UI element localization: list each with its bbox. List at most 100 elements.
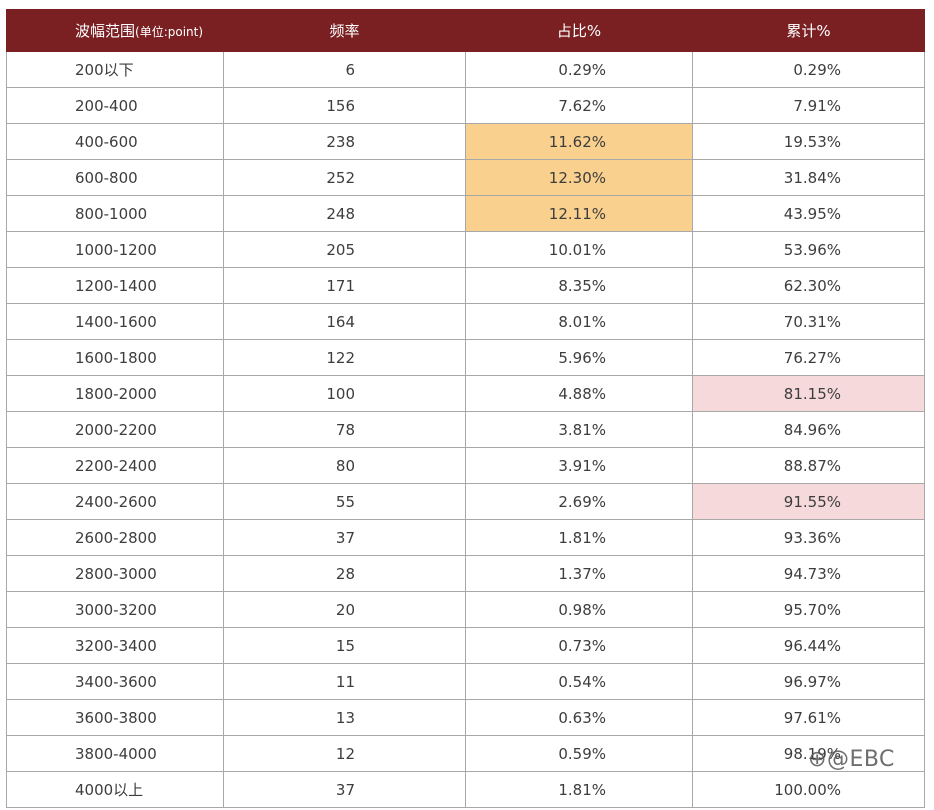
header-cumulative: 累计% [692, 9, 925, 52]
range-cell: 1600-1800 [6, 339, 224, 376]
share-cell: 4.88% [465, 375, 693, 412]
frequency-cell: 55 [223, 483, 466, 520]
frequency-cell: 15 [223, 627, 466, 664]
range-cell: 2000-2200 [6, 411, 224, 448]
cumulative-cell: 70.31% [692, 303, 925, 340]
frequency-cell: 205 [223, 231, 466, 268]
header-range-label: 波幅范围 [75, 22, 136, 40]
amplitude-distribution-table: 波幅范围(单位:point) 频率 占比% 累计% 200以下 6 0.29% 0.2… [6, 9, 925, 808]
share-cell: 3.81% [465, 411, 693, 448]
range-cell: 3600-3800 [6, 699, 224, 736]
range-cell: 200-400 [6, 87, 224, 124]
frequency-cell: 78 [223, 411, 466, 448]
range-cell: 400-600 [6, 123, 224, 160]
cumulative-cell: 0.29% [692, 51, 925, 88]
share-cell: 3.91% [465, 447, 693, 484]
header-range: 波幅范围(单位:point) [6, 9, 224, 52]
table-header-row: 波幅范围(单位:point) 频率 占比% 累计% [6, 9, 925, 52]
cumulative-cell: 96.97% [692, 663, 925, 700]
cumulative-cell: 100.00% [692, 771, 925, 808]
table-row: 1400-1600 164 8.01% 70.31% [6, 303, 925, 340]
table-row: 2200-2400 80 3.91% 88.87% [6, 447, 925, 484]
range-cell: 2200-2400 [6, 447, 224, 484]
share-cell: 1.81% [465, 519, 693, 556]
amplitude-distribution-table-container: 波幅范围(单位:point) 频率 占比% 累计% 200以下 6 0.29% 0.2… [6, 9, 925, 808]
frequency-cell: 238 [223, 123, 466, 160]
table-row: 3600-3800 13 0.63% 97.61% [6, 699, 925, 736]
range-cell: 4000以上 [6, 771, 224, 808]
frequency-cell: 164 [223, 303, 466, 340]
cumulative-cell: 88.87% [692, 447, 925, 484]
cumulative-cell: 19.53% [692, 123, 925, 160]
table-row: 3000-3200 20 0.98% 95.70% [6, 591, 925, 628]
frequency-cell: 37 [223, 771, 466, 808]
table-row: 4000以上 37 1.81% 100.00% [6, 771, 925, 808]
frequency-cell: 80 [223, 447, 466, 484]
share-cell: 0.73% [465, 627, 693, 664]
table-row: 400-600 238 11.62% 19.53% [6, 123, 925, 160]
range-cell: 2600-2800 [6, 519, 224, 556]
watermark-text: @EBC [826, 747, 895, 772]
share-cell: 1.81% [465, 771, 693, 808]
range-cell: 3800-4000 [6, 735, 224, 772]
frequency-cell: 13 [223, 699, 466, 736]
cumulative-cell: 76.27% [692, 339, 925, 376]
cumulative-cell: 53.96% [692, 231, 925, 268]
range-cell: 1200-1400 [6, 267, 224, 304]
cumulative-cell: 84.96% [692, 411, 925, 448]
range-cell: 3200-3400 [6, 627, 224, 664]
frequency-cell: 248 [223, 195, 466, 232]
table-row: 3800-4000 12 0.59% 98.19% [6, 735, 925, 772]
cumulative-cell: 96.44% [692, 627, 925, 664]
share-cell: 5.96% [465, 339, 693, 376]
watermark: ⊕@EBC [808, 747, 895, 772]
share-cell: 2.69% [465, 483, 693, 520]
range-cell: 800-1000 [6, 195, 224, 232]
header-frequency: 频率 [223, 9, 466, 52]
header-range-unit: (单位:point) [135, 25, 204, 39]
table-row: 1800-2000 100 4.88% 81.15% [6, 375, 925, 412]
table-row: 600-800 252 12.30% 31.84% [6, 159, 925, 196]
frequency-cell: 252 [223, 159, 466, 196]
share-cell: 0.59% [465, 735, 693, 772]
share-cell: 1.37% [465, 555, 693, 592]
frequency-cell: 11 [223, 663, 466, 700]
frequency-cell: 28 [223, 555, 466, 592]
frequency-cell: 100 [223, 375, 466, 412]
table-row: 200以下 6 0.29% 0.29% [6, 51, 925, 88]
table-row: 3400-3600 11 0.54% 96.97% [6, 663, 925, 700]
cumulative-cell: 43.95% [692, 195, 925, 232]
share-cell: 8.35% [465, 267, 693, 304]
range-cell: 1400-1600 [6, 303, 224, 340]
cumulative-cell: 94.73% [692, 555, 925, 592]
frequency-cell: 12 [223, 735, 466, 772]
table-row: 2800-3000 28 1.37% 94.73% [6, 555, 925, 592]
weibo-logo-icon: ⊕ [808, 747, 827, 772]
share-cell: 11.62% [465, 123, 693, 160]
share-cell: 0.54% [465, 663, 693, 700]
table-row: 1000-1200 205 10.01% 53.96% [6, 231, 925, 268]
table-row: 3200-3400 15 0.73% 96.44% [6, 627, 925, 664]
share-cell: 8.01% [465, 303, 693, 340]
table-row: 1200-1400 171 8.35% 62.30% [6, 267, 925, 304]
table-row: 800-1000 248 12.11% 43.95% [6, 195, 925, 232]
range-cell: 2400-2600 [6, 483, 224, 520]
share-cell: 0.98% [465, 591, 693, 628]
cumulative-cell: 31.84% [692, 159, 925, 196]
range-cell: 200以下 [6, 51, 224, 88]
range-cell: 1800-2000 [6, 375, 224, 412]
table-row: 200-400 156 7.62% 7.91% [6, 87, 925, 124]
range-cell: 3400-3600 [6, 663, 224, 700]
table-row: 2000-2200 78 3.81% 84.96% [6, 411, 925, 448]
header-share: 占比% [465, 9, 693, 52]
table-row: 2600-2800 37 1.81% 93.36% [6, 519, 925, 556]
cumulative-cell: 81.15% [692, 375, 925, 412]
cumulative-cell: 62.30% [692, 267, 925, 304]
cumulative-cell: 95.70% [692, 591, 925, 628]
frequency-cell: 6 [223, 51, 466, 88]
frequency-cell: 37 [223, 519, 466, 556]
cumulative-cell: 98.19% [692, 735, 925, 772]
table-body: 200以下 6 0.29% 0.29% 200-400 156 7.62% 7.91% 400-… [6, 51, 925, 808]
range-cell: 3000-3200 [6, 591, 224, 628]
share-cell: 0.29% [465, 51, 693, 88]
